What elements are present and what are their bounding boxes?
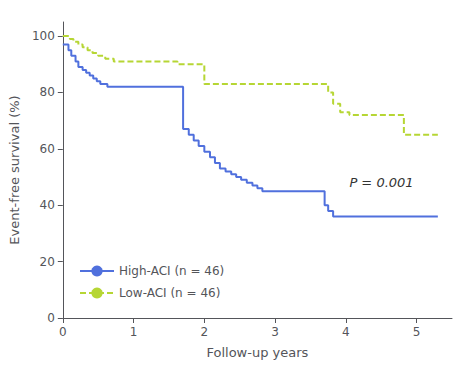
svg-text:3: 3 — [271, 325, 279, 339]
svg-text:80: 80 — [40, 85, 55, 99]
svg-text:Low-ACI (n = 46): Low-ACI (n = 46) — [119, 286, 220, 300]
svg-text:Follow-up years: Follow-up years — [206, 345, 308, 360]
svg-text:40: 40 — [40, 198, 55, 212]
svg-text:Event-free survival (%): Event-free survival (%) — [7, 95, 22, 244]
svg-text:60: 60 — [40, 142, 55, 156]
svg-text:P = 0.001: P = 0.001 — [349, 175, 413, 190]
svg-text:0: 0 — [59, 325, 67, 339]
svg-text:20: 20 — [40, 255, 55, 269]
svg-text:100: 100 — [32, 29, 55, 43]
svg-text:0: 0 — [47, 311, 55, 325]
svg-text:4: 4 — [342, 325, 350, 339]
svg-text:2: 2 — [201, 325, 209, 339]
svg-text:5: 5 — [413, 325, 421, 339]
svg-text:1: 1 — [130, 325, 138, 339]
svg-text:High-ACI (n = 46): High-ACI (n = 46) — [119, 264, 224, 278]
